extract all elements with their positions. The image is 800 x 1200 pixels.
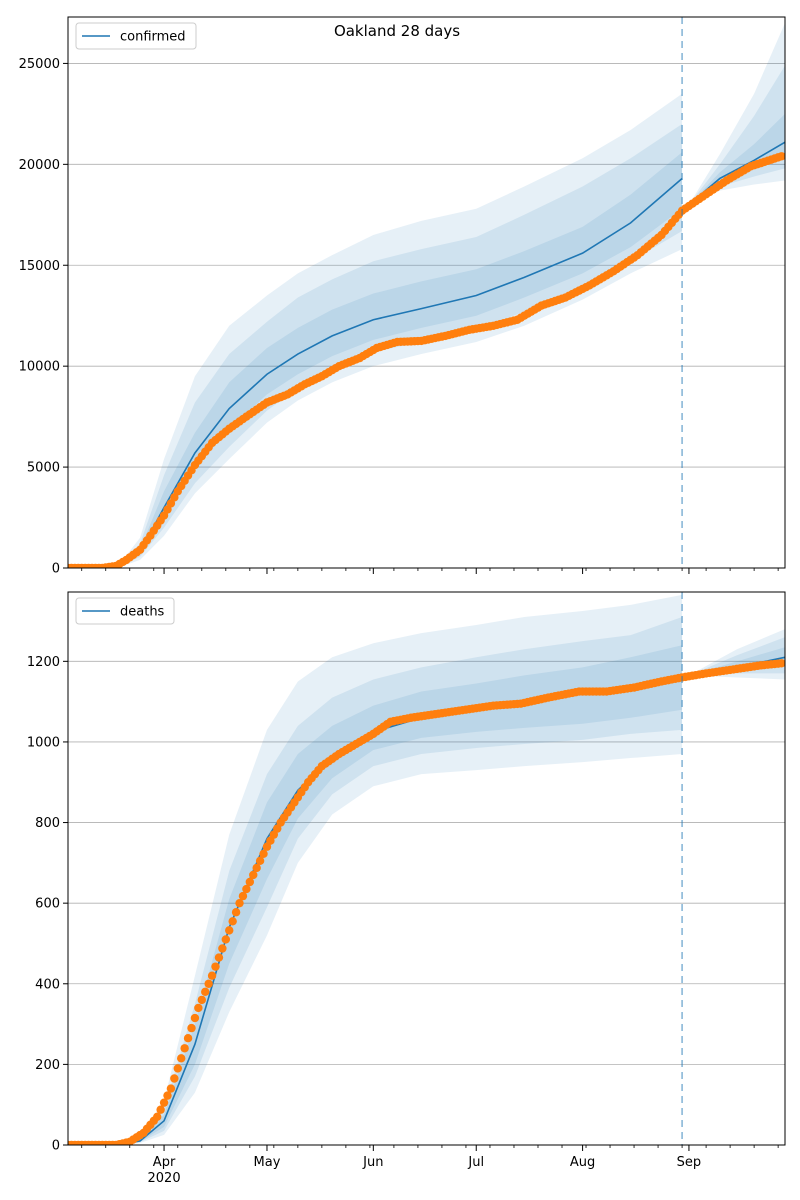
legend-label: deaths bbox=[120, 605, 165, 620]
uncertainty-band-middle bbox=[68, 616, 683, 1145]
observed-point-fill bbox=[187, 1023, 196, 1033]
plot-area bbox=[68, 23, 785, 568]
observed-point-fill bbox=[245, 877, 255, 887]
observed-point-fill bbox=[252, 863, 261, 873]
observed-point-fill bbox=[218, 944, 227, 953]
chart-title: Oakland 28 days bbox=[334, 22, 460, 40]
plot-area bbox=[68, 594, 785, 1145]
observed-point-fill bbox=[242, 884, 251, 894]
observed-point-fill bbox=[228, 917, 237, 926]
observed-point bbox=[221, 935, 231, 944]
observed-point bbox=[777, 659, 785, 668]
observed-point-fill bbox=[238, 891, 248, 901]
y-tick-label: 20000 bbox=[19, 158, 60, 173]
observed-point-fill bbox=[163, 1091, 172, 1100]
uncertainty-band-inner bbox=[68, 152, 683, 568]
x-tick-label: 2020 bbox=[148, 1171, 181, 1186]
observed-point bbox=[207, 971, 217, 980]
confirmed-panel: 0 5000 10000 15000 20000 25000 confirmed bbox=[19, 16, 786, 577]
observed-point-fill bbox=[231, 908, 241, 917]
x-tick-label: Apr bbox=[153, 1155, 176, 1170]
observed-point-fill bbox=[177, 1054, 186, 1063]
uncertainty-band-middle bbox=[688, 65, 785, 205]
observed-point-fill bbox=[183, 1033, 193, 1043]
axes-frame bbox=[67, 591, 786, 1146]
uncertainty-band-outer bbox=[68, 93, 683, 568]
observed-point-fill bbox=[173, 1064, 182, 1073]
observed-point-fill bbox=[211, 962, 220, 971]
y-tick-label: 0 bbox=[52, 1139, 60, 1154]
observed-point-fill bbox=[197, 995, 206, 1005]
y-tick-label: 600 bbox=[35, 897, 60, 912]
observed-series bbox=[68, 659, 785, 1145]
y-tick-label: 25000 bbox=[19, 57, 60, 72]
observed-point bbox=[180, 1044, 189, 1053]
observed-point bbox=[249, 870, 258, 880]
y-tick-label: 10000 bbox=[19, 360, 60, 375]
y-tick-label: 0 bbox=[52, 562, 60, 577]
observed-point-fill bbox=[190, 1013, 200, 1023]
observed-point bbox=[166, 1084, 176, 1093]
x-tick-label: Jun bbox=[362, 1155, 383, 1170]
y-tick-label: 800 bbox=[35, 816, 60, 831]
x-tick-label: Aug bbox=[570, 1155, 595, 1170]
legend-box bbox=[75, 22, 197, 50]
y-tick-label: 400 bbox=[35, 977, 60, 992]
observed-point-fill bbox=[159, 1098, 169, 1107]
legend: confirmed bbox=[75, 22, 197, 50]
legend-label: confirmed bbox=[120, 30, 186, 45]
uncertainty-band-inner bbox=[688, 647, 785, 676]
x-tick-label: May bbox=[254, 1155, 281, 1170]
observed-point-fill bbox=[214, 953, 224, 962]
observed-point-fill bbox=[204, 979, 213, 988]
observed-series bbox=[68, 152, 785, 568]
observed-point-fill bbox=[201, 987, 210, 997]
observed-point-fill bbox=[170, 1074, 179, 1083]
observed-point bbox=[235, 898, 244, 908]
uncertainty-band-inner bbox=[68, 645, 683, 1145]
y-tick-label: 1000 bbox=[27, 735, 60, 750]
legend: deaths bbox=[75, 597, 175, 625]
x-tick-label: Sep bbox=[677, 1155, 702, 1170]
axes-frame bbox=[67, 16, 786, 569]
uncertainty-band-inner bbox=[688, 113, 785, 205]
observed-point-fill bbox=[259, 849, 268, 858]
observed-point-fill bbox=[225, 926, 234, 935]
observed-point bbox=[194, 1003, 203, 1013]
observed-point bbox=[777, 152, 785, 161]
observed-point-fill bbox=[255, 856, 265, 866]
y-tick-label: 15000 bbox=[19, 259, 60, 274]
y-tick-label: 5000 bbox=[27, 461, 60, 476]
observed-point bbox=[152, 1112, 162, 1121]
x-tick-label: Jul bbox=[467, 1155, 484, 1170]
legend-box bbox=[75, 597, 175, 625]
uncertainty-band-outer bbox=[68, 594, 683, 1145]
observed-point-fill bbox=[156, 1105, 165, 1114]
y-tick-label: 1200 bbox=[27, 655, 60, 670]
y-tick-label: 200 bbox=[35, 1058, 60, 1073]
